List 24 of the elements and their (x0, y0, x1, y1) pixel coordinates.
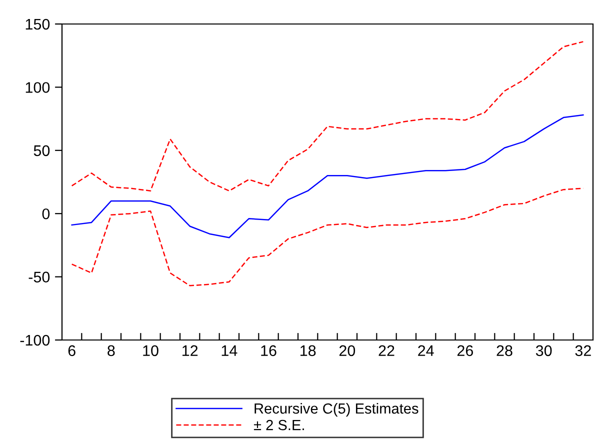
y-tick-label: -50 (28, 272, 50, 282)
x-tick-label: 26 (457, 345, 473, 356)
y-tick-label: 100 (26, 82, 50, 93)
x-tick-label: 24 (418, 345, 434, 356)
x-tick-label: 20 (339, 345, 356, 356)
line-series (71, 41, 584, 192)
y-tick-label: 50 (34, 145, 50, 156)
x-tick-label: 30 (536, 345, 552, 356)
x-tick-label: 10 (143, 345, 158, 356)
x-tick-label: 16 (261, 345, 276, 356)
x-tick-label: 8 (108, 345, 115, 356)
x-tick-label: 6 (68, 345, 76, 356)
legend-label: Recursive C(5) Estimates (254, 402, 418, 417)
x-tick-label: 32 (575, 345, 591, 356)
x-tick-label: 22 (378, 345, 394, 356)
y-tick-label: 150 (26, 18, 50, 30)
y-tick-label: -100 (20, 334, 50, 346)
line-series (71, 114, 584, 238)
x-tick-label: 14 (222, 345, 238, 356)
x-tick-label: 12 (182, 345, 198, 356)
y-tick-label: 0 (42, 208, 50, 220)
x-tick-label: 18 (300, 345, 316, 356)
x-tick-label: 28 (496, 345, 512, 356)
legend-label: ± 2 S.E. (254, 420, 304, 430)
